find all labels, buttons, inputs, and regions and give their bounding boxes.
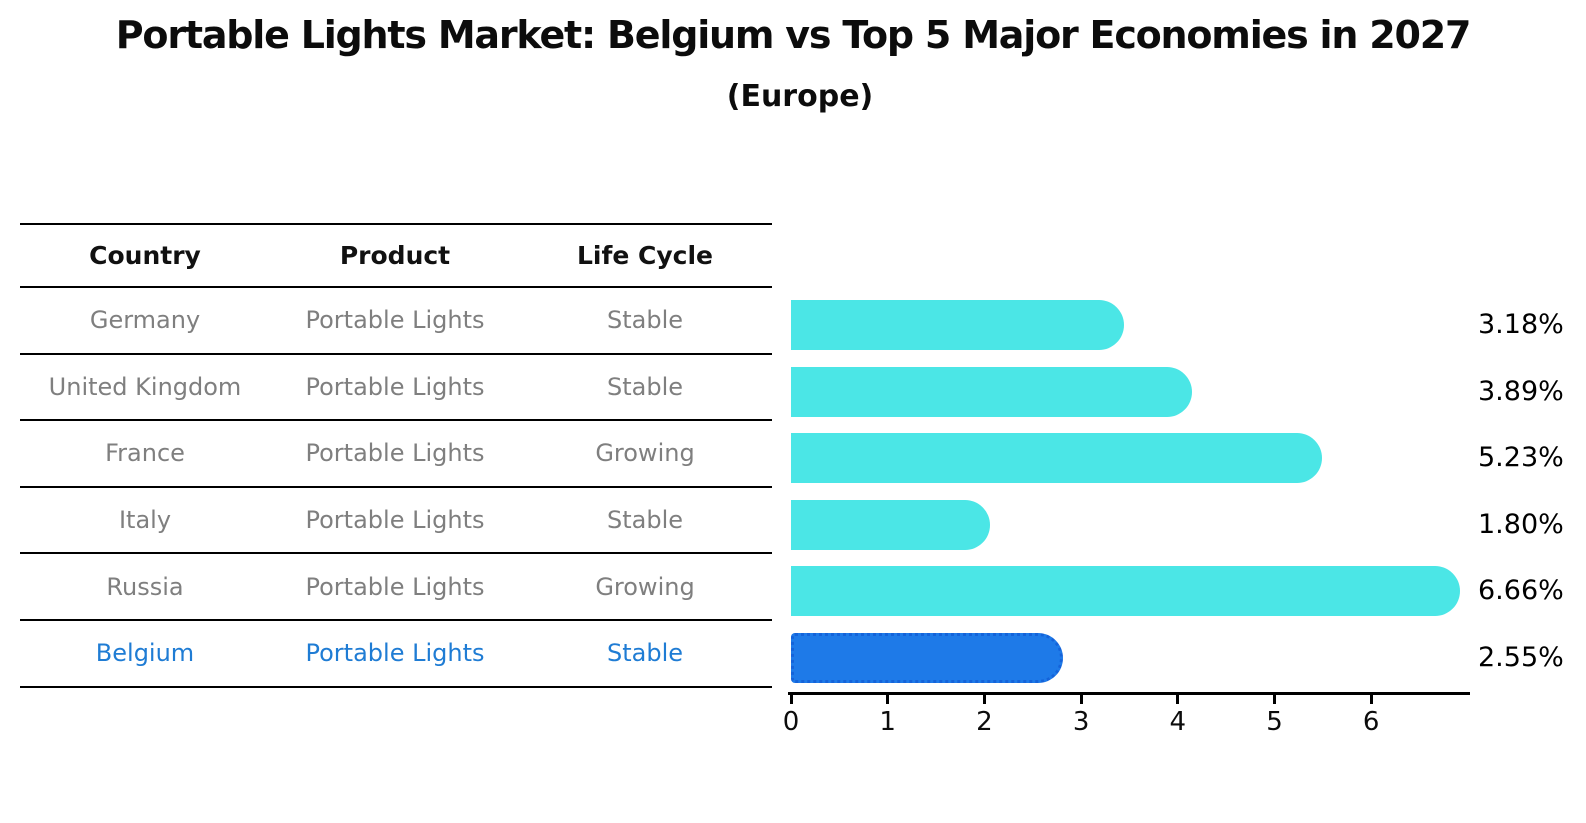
- cell-product: Portable Lights: [305, 306, 485, 335]
- table-row-france: France Portable Lights Growing: [20, 421, 772, 488]
- bar-belgium: [791, 633, 1063, 683]
- cell-life-cycle: Growing: [595, 439, 695, 468]
- cell-life-cycle: Stable: [606, 372, 684, 401]
- cell-country: Russia: [106, 572, 184, 601]
- x-tick-6: [1369, 695, 1373, 704]
- value-label-united-kingdom: 3.89%: [1478, 375, 1564, 407]
- cell-product: Portable Lights: [305, 572, 485, 601]
- x-tick-4: [1176, 695, 1180, 704]
- bar-united-kingdom: [791, 366, 1193, 417]
- table-body: Germany Portable Lights Stable United Kingd…: [20, 288, 772, 688]
- table-row-italy: Italy Portable Lights Stable: [20, 488, 772, 555]
- chart-title: Portable Lights Market: Belgium vs Top 5…: [115, 13, 1472, 57]
- value-label-russia: 6.66%: [1478, 575, 1564, 607]
- x-tick-1: [886, 695, 890, 704]
- cell-country: Italy: [118, 506, 172, 535]
- cell-country: Germany: [89, 306, 201, 335]
- column-header-country: Country: [89, 241, 201, 270]
- value-label-italy: 1.80%: [1478, 508, 1564, 540]
- cell-country: Belgium: [95, 639, 195, 668]
- chart-subtitle: (Europe): [726, 79, 874, 114]
- table-row-belgium: Belgium Portable Lights Stable: [20, 621, 772, 688]
- x-tick-label-6: 6: [1362, 707, 1380, 737]
- column-header-product: Product: [339, 241, 451, 270]
- cell-product: Portable Lights: [305, 639, 485, 668]
- x-tick-3: [1079, 695, 1083, 704]
- x-tick-label-5: 5: [1266, 707, 1283, 737]
- table-row-germany: Germany Portable Lights Stable: [20, 288, 772, 355]
- table-header-row: Country Product Life Cycle: [20, 223, 772, 288]
- x-tick-2: [982, 695, 986, 704]
- value-label-germany: 3.18%: [1478, 309, 1564, 340]
- x-tick-label-0: 0: [782, 707, 800, 737]
- column-header-life-cycle: Life Cycle: [576, 241, 714, 270]
- table-row-united-kingdom: United Kingdom Portable Lights Stable: [20, 355, 772, 422]
- country-table: Country Product Life Cycle Germany Portab…: [20, 223, 772, 688]
- cell-product: Portable Lights: [305, 506, 485, 535]
- cell-life-cycle: Growing: [595, 572, 695, 601]
- value-label-belgium: 2.55%: [1478, 642, 1564, 673]
- cell-life-cycle: Stable: [606, 639, 684, 668]
- cell-product: Portable Lights: [305, 372, 485, 401]
- x-tick-label-3: 3: [1072, 707, 1090, 737]
- cell-life-cycle: Stable: [606, 506, 684, 535]
- x-tick-label-2: 2: [976, 707, 993, 737]
- cell-product: Portable Lights: [305, 439, 485, 468]
- x-axis-line: [788, 692, 1470, 695]
- cell-life-cycle: Stable: [606, 306, 684, 335]
- x-tick-label-4: 4: [1169, 707, 1187, 737]
- table-row-russia: Russia Portable Lights Growing: [20, 554, 772, 621]
- x-tick-5: [1273, 695, 1276, 704]
- cell-country: United Kingdom: [48, 372, 242, 401]
- cell-country: France: [105, 439, 185, 468]
- bar-germany: [791, 300, 1124, 350]
- bar-italy: [791, 499, 991, 550]
- x-tick-label-1: 1: [879, 707, 896, 737]
- bar-russia: [791, 566, 1461, 617]
- bar-france: [791, 433, 1322, 484]
- value-label-france: 5.23%: [1478, 442, 1564, 474]
- x-tick-0: [789, 695, 793, 704]
